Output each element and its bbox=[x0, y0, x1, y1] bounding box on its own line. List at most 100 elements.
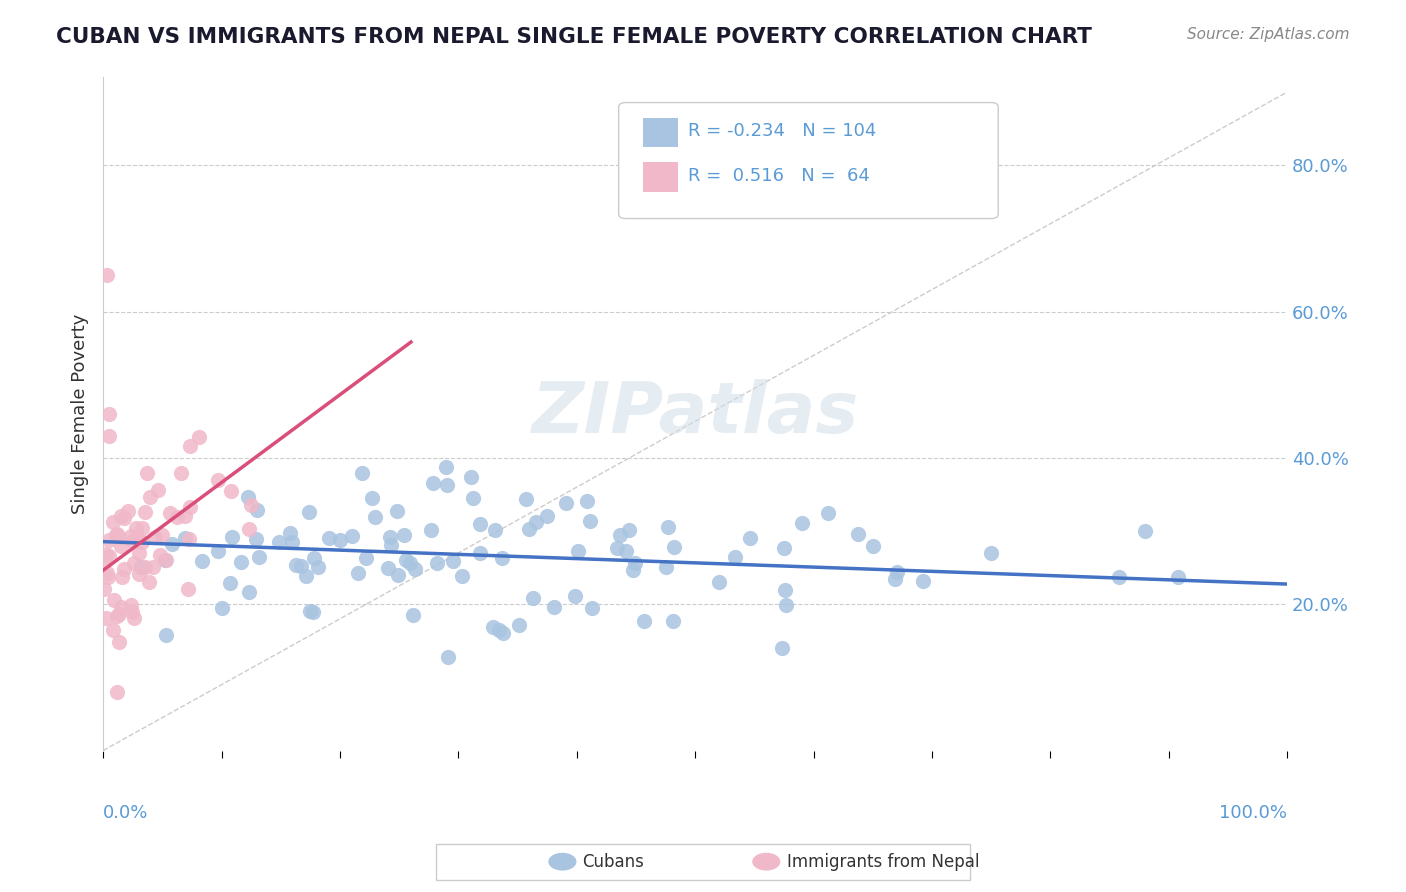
Point bbox=[318, 531, 340, 545]
Point bbox=[122, 556, 145, 570]
Point bbox=[980, 546, 1002, 560]
Point bbox=[138, 490, 160, 504]
Point bbox=[543, 599, 565, 614]
Point bbox=[142, 560, 165, 574]
Point bbox=[97, 533, 120, 548]
Point bbox=[131, 521, 153, 535]
Point bbox=[350, 466, 373, 480]
Point bbox=[103, 593, 125, 607]
Point bbox=[134, 505, 156, 519]
Point bbox=[817, 506, 839, 520]
Point bbox=[290, 558, 312, 573]
Point bbox=[103, 623, 125, 637]
Point bbox=[105, 685, 128, 699]
Point bbox=[770, 640, 793, 655]
Point bbox=[146, 483, 169, 497]
Point bbox=[174, 508, 197, 523]
Point bbox=[579, 514, 602, 528]
Point bbox=[298, 505, 321, 519]
Text: ZIPatlas: ZIPatlas bbox=[531, 379, 859, 449]
Point bbox=[621, 563, 644, 577]
Point bbox=[112, 510, 135, 524]
Point bbox=[508, 618, 530, 632]
Point bbox=[790, 516, 813, 531]
Text: Source: ZipAtlas.com: Source: ZipAtlas.com bbox=[1187, 27, 1350, 42]
Point bbox=[96, 268, 118, 282]
Point bbox=[307, 560, 329, 574]
Point bbox=[536, 508, 558, 523]
Point bbox=[434, 459, 457, 474]
Point bbox=[112, 562, 135, 576]
Point bbox=[463, 491, 485, 506]
Point bbox=[633, 614, 655, 628]
Point bbox=[443, 554, 465, 568]
Point bbox=[387, 504, 409, 518]
Point bbox=[484, 524, 506, 538]
Point bbox=[522, 591, 544, 605]
Text: 0.0%: 0.0% bbox=[103, 805, 149, 822]
Point bbox=[738, 531, 761, 545]
Point bbox=[862, 539, 884, 553]
Point bbox=[1167, 570, 1189, 584]
Point bbox=[404, 561, 426, 575]
Point bbox=[361, 491, 384, 505]
Point bbox=[98, 549, 121, 564]
Point bbox=[128, 566, 150, 581]
Point bbox=[606, 541, 628, 556]
Point bbox=[177, 582, 200, 597]
Point bbox=[492, 626, 515, 640]
Point bbox=[346, 566, 368, 580]
Point bbox=[380, 530, 402, 544]
Point bbox=[128, 546, 150, 560]
Point bbox=[515, 492, 537, 507]
Text: R =  0.516   N =  64: R = 0.516 N = 64 bbox=[688, 167, 869, 185]
Point bbox=[402, 607, 425, 622]
Point bbox=[159, 507, 181, 521]
Point bbox=[121, 605, 143, 619]
Point bbox=[304, 551, 326, 566]
Point bbox=[581, 601, 603, 615]
Point bbox=[395, 553, 418, 567]
Point bbox=[426, 556, 449, 570]
Point bbox=[555, 496, 578, 510]
Point bbox=[108, 634, 131, 648]
Point bbox=[221, 530, 243, 544]
Point bbox=[101, 515, 124, 529]
Point bbox=[377, 560, 399, 574]
Point bbox=[886, 565, 908, 579]
Point bbox=[387, 567, 409, 582]
Point bbox=[294, 568, 316, 582]
Point bbox=[190, 554, 212, 568]
Point bbox=[460, 470, 482, 484]
Point bbox=[108, 607, 131, 622]
Point bbox=[238, 522, 260, 536]
Point bbox=[846, 527, 869, 541]
Point bbox=[231, 555, 253, 569]
Point bbox=[111, 570, 134, 584]
Point bbox=[160, 536, 183, 550]
Point bbox=[399, 557, 422, 571]
Point bbox=[179, 500, 201, 515]
Point bbox=[354, 551, 377, 566]
Point bbox=[110, 539, 132, 553]
Point bbox=[98, 429, 121, 443]
Point bbox=[93, 582, 115, 596]
Point bbox=[278, 525, 301, 540]
Point bbox=[420, 523, 443, 537]
Point bbox=[662, 615, 685, 629]
Point bbox=[117, 503, 139, 517]
Point bbox=[380, 538, 402, 552]
Point bbox=[247, 549, 270, 564]
Point bbox=[219, 484, 242, 499]
Point bbox=[609, 528, 631, 542]
Point bbox=[773, 583, 796, 598]
Point bbox=[567, 543, 589, 558]
Text: 100.0%: 100.0% bbox=[1219, 805, 1286, 822]
Point bbox=[149, 548, 172, 562]
Point bbox=[120, 529, 142, 543]
Point bbox=[170, 466, 193, 480]
Point bbox=[127, 531, 149, 545]
Point bbox=[724, 549, 747, 564]
Point bbox=[302, 605, 325, 619]
Point bbox=[150, 528, 173, 542]
